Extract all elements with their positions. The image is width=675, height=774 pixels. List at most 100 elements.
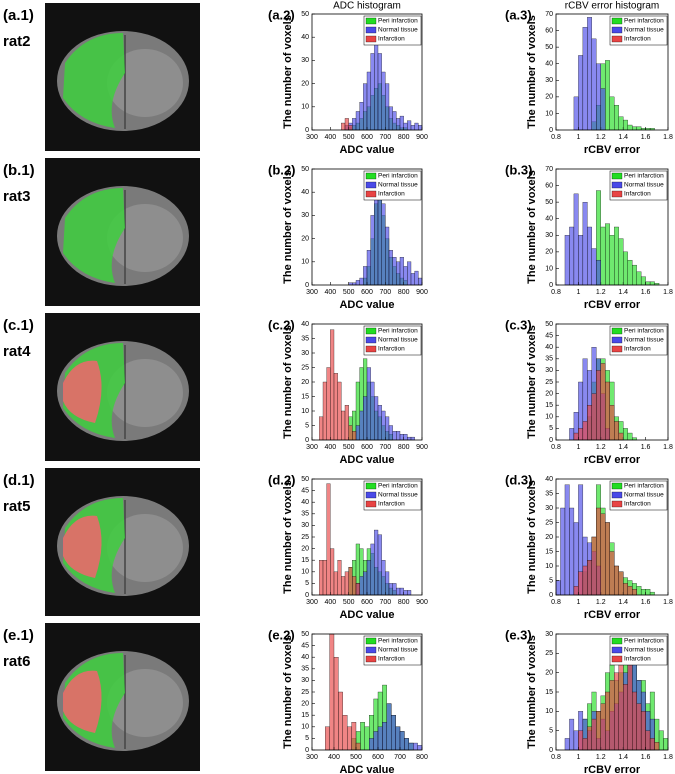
legend-label: Normal tissue <box>624 647 664 654</box>
histogram-bar <box>352 576 357 596</box>
x-axis-label: rCBV error <box>584 144 641 156</box>
panel-label: (c.1) <box>3 317 34 334</box>
rat-name: rat2 <box>3 33 31 50</box>
histogram-bar <box>399 434 404 441</box>
histogram-bar <box>627 664 633 751</box>
histogram-bar <box>618 664 624 751</box>
histogram-bar <box>403 122 408 131</box>
histogram-bar <box>392 431 397 441</box>
y-tick-label: 25 <box>301 364 309 371</box>
x-tick-label: 1.6 <box>641 754 651 761</box>
legend-label: Normal tissue <box>624 27 664 34</box>
legend-label: Normal tissue <box>378 182 418 189</box>
x-tick-label: 500 <box>343 289 355 296</box>
legend-label: Peri infarction <box>378 638 418 645</box>
histogram-bar <box>374 37 379 131</box>
histogram-bar <box>627 259 633 286</box>
y-tick-label: 50 <box>301 166 309 173</box>
rat-name: rat6 <box>3 653 31 670</box>
y-tick-label: 10 <box>545 265 553 272</box>
x-tick-label: 1.2 <box>596 754 606 761</box>
histogram-bar <box>636 703 642 751</box>
histogram-bar <box>341 122 346 131</box>
y-tick-label: 35 <box>545 490 553 497</box>
histogram-bar <box>649 591 655 596</box>
histogram-bar <box>370 381 375 441</box>
rat-name: rat5 <box>3 498 31 515</box>
y-tick-label: 45 <box>301 642 309 649</box>
y-tick-label: 25 <box>301 534 309 541</box>
histogram-bar <box>596 370 601 441</box>
legend-label: Infarction <box>624 36 651 43</box>
histogram-bar <box>645 281 651 286</box>
histogram-bar <box>385 571 390 596</box>
histogram-bar <box>614 672 619 751</box>
histogram-bar <box>322 381 327 441</box>
legend-swatch <box>365 637 377 645</box>
rat-name: rat4 <box>3 343 31 360</box>
x-tick-label: 300 <box>306 444 318 451</box>
histogram-bar <box>388 250 393 286</box>
y-tick-label: 40 <box>545 344 553 351</box>
histogram-bar <box>578 235 584 286</box>
histogram-bar <box>582 421 588 441</box>
histogram-bar <box>377 534 382 596</box>
histogram-bar <box>627 124 633 131</box>
histogram-bar <box>623 251 628 286</box>
legend-label: Peri infarction <box>624 18 664 25</box>
x-tick-label: 1.6 <box>641 289 651 296</box>
x-tick-label: 300 <box>306 289 318 296</box>
panel-label: (e.3) <box>505 627 532 642</box>
y-tick-label: 5 <box>305 735 309 742</box>
histogram-bar <box>564 738 570 751</box>
histogram-bar <box>623 684 628 751</box>
legend-label: Normal tissue <box>624 182 664 189</box>
x-tick-label: 600 <box>361 599 373 606</box>
y-tick-label: 20 <box>301 545 309 552</box>
histogram-bar <box>640 711 646 751</box>
histogram-bar <box>564 484 570 596</box>
y-tick-label: 5 <box>549 425 553 432</box>
histogram-bar <box>609 235 615 286</box>
histogram-bar <box>396 431 401 441</box>
histogram-bar <box>322 560 327 596</box>
histogram-bar <box>360 722 365 751</box>
x-tick-label: 800 <box>398 134 410 141</box>
histogram-bar <box>359 410 364 441</box>
histogram-bar <box>609 551 615 596</box>
y-tick-label: 40 <box>301 34 309 41</box>
y-tick-label: 25 <box>301 689 309 696</box>
histogram-bar <box>600 226 606 286</box>
histogram-bar <box>591 393 597 441</box>
x-tick-label: 1.4 <box>618 289 628 296</box>
histogram-bar <box>418 125 423 131</box>
histogram-bar <box>366 560 371 596</box>
histogram-bar <box>403 590 408 596</box>
x-tick-label: 600 <box>361 289 373 296</box>
histogram-bar <box>377 405 382 441</box>
x-tick-label: 600 <box>372 754 384 761</box>
histogram-bar <box>609 96 615 131</box>
histogram-bar <box>410 436 415 441</box>
histogram-bar <box>381 560 386 596</box>
x-axis-label: rCBV error <box>584 609 641 621</box>
legend-swatch <box>365 345 377 353</box>
y-tick-label: 70 <box>545 166 553 173</box>
histogram-bar <box>392 583 397 596</box>
y-tick-label: 25 <box>545 379 553 386</box>
histogram-bar <box>569 428 575 441</box>
panel-label: (e.1) <box>3 627 34 644</box>
y-tick-label: 20 <box>545 249 553 256</box>
histogram-bar <box>658 730 664 751</box>
y-tick-label: 60 <box>545 27 553 34</box>
histogram-bar <box>363 396 368 441</box>
x-tick-label: 0.8 <box>551 134 561 141</box>
histogram-bar <box>388 425 393 441</box>
histogram-bar <box>329 633 335 751</box>
legend-swatch <box>365 172 377 180</box>
histogram-bar <box>591 38 597 131</box>
histogram-bar <box>381 410 386 441</box>
legend-label: Peri infarction <box>624 638 664 645</box>
legend-label: Peri infarction <box>378 328 418 335</box>
y-tick-label: 45 <box>301 487 309 494</box>
